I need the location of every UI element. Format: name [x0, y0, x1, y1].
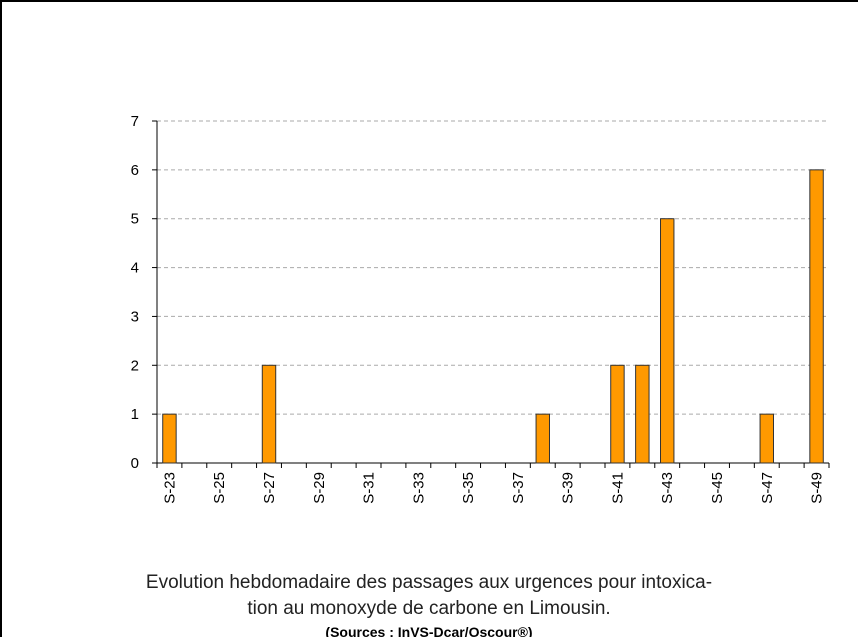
bar: [635, 364, 650, 464]
x-tick-label: S-45: [709, 472, 726, 504]
bar: [809, 169, 824, 464]
x-tick-label: S-27: [261, 472, 278, 504]
x-tick-label: S-25: [211, 472, 228, 504]
x-tick-label: S-49: [809, 472, 826, 504]
caption-line: tion au monoxyde de carbone en Limousin.: [247, 598, 610, 619]
y-tick-label: 5: [131, 211, 139, 228]
y-tick-label: 3: [131, 308, 139, 325]
bar: [660, 218, 675, 464]
x-tick-label: S-47: [759, 472, 776, 504]
x-tick-label: S-37: [510, 472, 527, 504]
bar: [535, 413, 550, 464]
x-tick-label: S-43: [659, 472, 676, 504]
bar: [162, 413, 177, 464]
x-tick-label: S-23: [161, 472, 178, 504]
x-tick-label: S-39: [560, 472, 577, 504]
x-tick-label: S-35: [460, 472, 477, 504]
caption-line: Evolution hebdomadaire des passages aux …: [146, 572, 712, 593]
bar: [610, 364, 625, 464]
bar: [759, 413, 774, 464]
y-tick-label: 0: [131, 455, 139, 472]
y-tick-label: 7: [131, 113, 139, 130]
x-tick-label: S-29: [311, 472, 328, 504]
x-tick-label: S-33: [410, 472, 427, 504]
y-tick-label: 4: [131, 260, 139, 277]
y-tick-label: 2: [131, 357, 139, 374]
bar: [261, 364, 277, 464]
y-tick-label: 1: [131, 406, 139, 423]
x-tick-label: S-41: [609, 472, 626, 504]
source: (Sources : InVS-Dcar/Oscour®): [325, 624, 532, 637]
x-tick-label: S-31: [361, 472, 378, 504]
y-tick-label: 6: [131, 162, 139, 179]
